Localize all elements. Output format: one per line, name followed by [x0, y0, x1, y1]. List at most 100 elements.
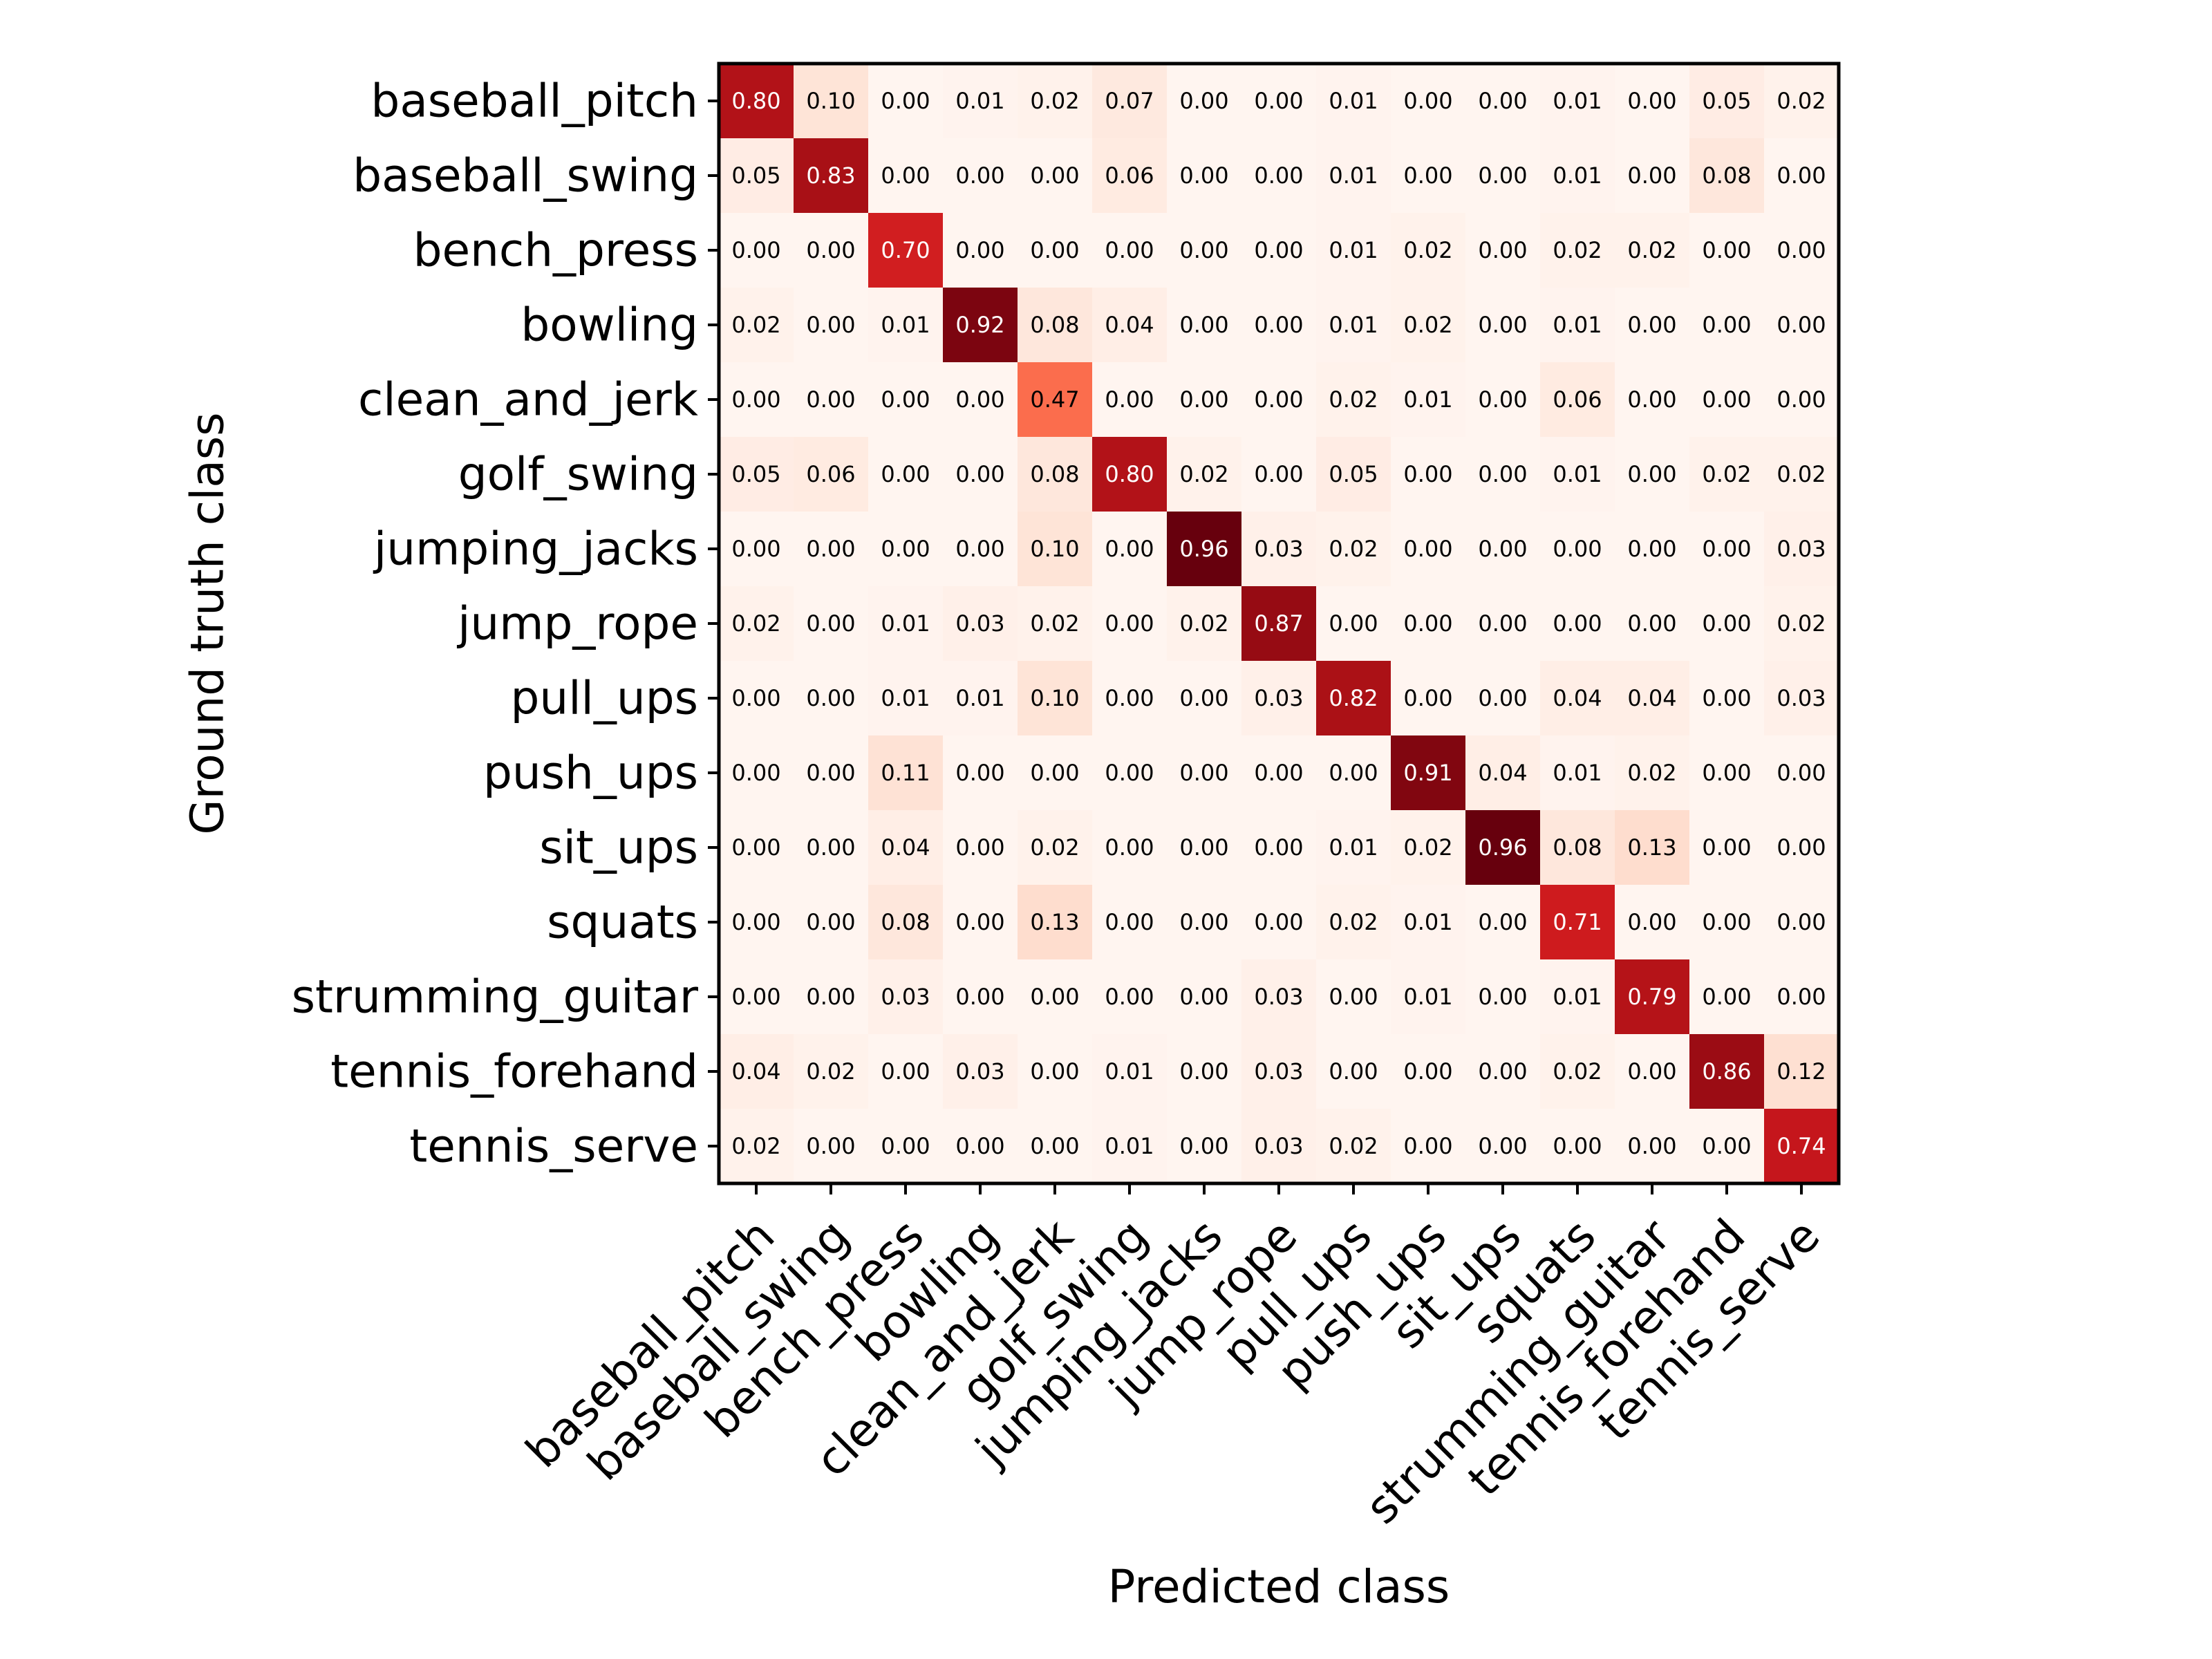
- heatmap-cell: [1167, 885, 1242, 960]
- heatmap-cell: [1391, 288, 1466, 363]
- heatmap-cell: [1689, 213, 1765, 288]
- cell-value-label: 0.96: [1179, 536, 1228, 562]
- heatmap-cell: [1391, 735, 1466, 811]
- cell-value-label: 0.96: [1478, 834, 1527, 861]
- cell-value-label: 0.00: [1254, 312, 1303, 338]
- heatmap-cell: [1540, 512, 1615, 587]
- cell-value-label: 0.01: [1329, 834, 1378, 861]
- cell-value-label: 0.00: [806, 237, 855, 263]
- heatmap-cell: [1241, 64, 1317, 139]
- cell-value-label: 0.02: [1329, 909, 1378, 935]
- heatmap-cell: [1689, 1034, 1765, 1109]
- heatmap-cell: [794, 437, 869, 512]
- cell-value-label: 0.00: [1627, 1058, 1676, 1085]
- cell-value-label: 0.00: [806, 685, 855, 711]
- cell-value-label: 0.08: [1553, 834, 1602, 861]
- heatmap-cell: [1764, 1109, 1839, 1184]
- heatmap-cell: [1018, 213, 1093, 288]
- cell-value-label: 0.01: [1329, 237, 1378, 263]
- cell-value-label: 0.00: [1105, 536, 1154, 562]
- cell-value-label: 0.00: [1179, 834, 1228, 861]
- cell-value-label: 0.00: [1105, 760, 1154, 786]
- cell-value-label: 0.00: [881, 461, 930, 487]
- cell-value-label: 0.00: [1254, 88, 1303, 114]
- heatmap-cell: [1540, 959, 1615, 1035]
- heatmap-cell: [1615, 213, 1690, 288]
- heatmap-cell: [943, 885, 1018, 960]
- y-tick-label: bench_press: [413, 224, 698, 277]
- heatmap-cell: [868, 213, 944, 288]
- cell-value-label: 0.00: [806, 386, 855, 413]
- heatmap-cell: [1018, 64, 1093, 139]
- heatmap-cell: [1391, 586, 1466, 662]
- heatmap-cell: [1689, 885, 1765, 960]
- cell-value-label: 0.00: [881, 1058, 930, 1085]
- cell-value-label: 0.03: [1254, 685, 1303, 711]
- heatmap-cell: [794, 586, 869, 662]
- heatmap-cell: [719, 1109, 794, 1184]
- cell-value-label: 0.00: [1627, 909, 1676, 935]
- cell-value-label: 0.00: [1627, 386, 1676, 413]
- cell-value-label: 0.06: [1553, 386, 1602, 413]
- heatmap-cell: [943, 661, 1018, 736]
- cell-value-label: 0.03: [1254, 536, 1303, 562]
- heatmap-cell: [1764, 288, 1839, 363]
- heatmap-cell: [1092, 213, 1168, 288]
- heatmap-cell: [1167, 661, 1242, 736]
- heatmap-cell: [1241, 437, 1317, 512]
- heatmap-cell: [1615, 885, 1690, 960]
- heatmap-cell: [1764, 885, 1839, 960]
- cell-value-label: 0.02: [1627, 237, 1676, 263]
- heatmap-cell: [1465, 362, 1541, 438]
- heatmap-cell: [1167, 810, 1242, 885]
- cell-value-label: 0.00: [1403, 1058, 1452, 1085]
- heatmap-cell: [1316, 735, 1391, 811]
- y-axis-label: Ground truth class: [181, 412, 234, 834]
- heatmap-cell: [1689, 1109, 1765, 1184]
- y-tick-label: golf_swing: [458, 448, 698, 501]
- heatmap-cell: [1241, 735, 1317, 811]
- heatmap-cell: [1167, 213, 1242, 288]
- heatmap-cell: [1540, 810, 1615, 885]
- cell-value-label: 0.00: [1030, 1133, 1079, 1159]
- heatmap-cell: [719, 64, 794, 139]
- cell-value-label: 0.00: [955, 237, 1004, 263]
- cell-value-label: 0.01: [1403, 909, 1452, 935]
- cell-value-label: 0.00: [1403, 685, 1452, 711]
- cell-value-label: 0.04: [1553, 685, 1602, 711]
- heatmap-cell: [1316, 885, 1391, 960]
- heatmap-cell: [719, 661, 794, 736]
- y-tick-label: strumming_guitar: [292, 971, 699, 1024]
- heatmap-cell: [1241, 1109, 1317, 1184]
- cell-value-label: 0.00: [1553, 536, 1602, 562]
- cell-value-label: 0.00: [1179, 237, 1228, 263]
- heatmap-cell: [1241, 661, 1317, 736]
- cell-value-label: 0.70: [881, 237, 930, 263]
- heatmap-cell: [1764, 362, 1839, 438]
- heatmap-cell: [1018, 735, 1093, 811]
- heatmap-cell: [1092, 959, 1168, 1035]
- cell-value-label: 0.02: [1030, 88, 1079, 114]
- cell-value-label: 0.02: [1329, 386, 1378, 413]
- heatmap-cell: [868, 362, 944, 438]
- cell-value-label: 0.00: [1030, 1058, 1079, 1085]
- heatmap-cell: [1615, 959, 1690, 1035]
- cell-value-label: 0.10: [1030, 685, 1079, 711]
- heatmap-cell: [1615, 735, 1690, 811]
- cell-value-label: 0.00: [1777, 162, 1826, 189]
- heatmap-cell: [794, 512, 869, 587]
- heatmap-cell: [1689, 959, 1765, 1035]
- cell-value-label: 0.02: [1329, 1133, 1378, 1159]
- cell-value-label: 0.00: [1702, 909, 1751, 935]
- cell-value-label: 0.00: [1254, 162, 1303, 189]
- heatmap-cell: [1167, 138, 1242, 214]
- x-axis-label: Predicted class: [1108, 1560, 1450, 1613]
- cell-value-label: 0.00: [1702, 237, 1751, 263]
- heatmap-cell: [1465, 735, 1541, 811]
- heatmap-cell: [794, 810, 869, 885]
- heatmap-cell: [1764, 1034, 1839, 1109]
- heatmap-cell: [943, 213, 1018, 288]
- cell-value-label: 0.00: [1179, 312, 1228, 338]
- heatmap-cell: [1018, 885, 1093, 960]
- cell-value-label: 0.00: [1105, 386, 1154, 413]
